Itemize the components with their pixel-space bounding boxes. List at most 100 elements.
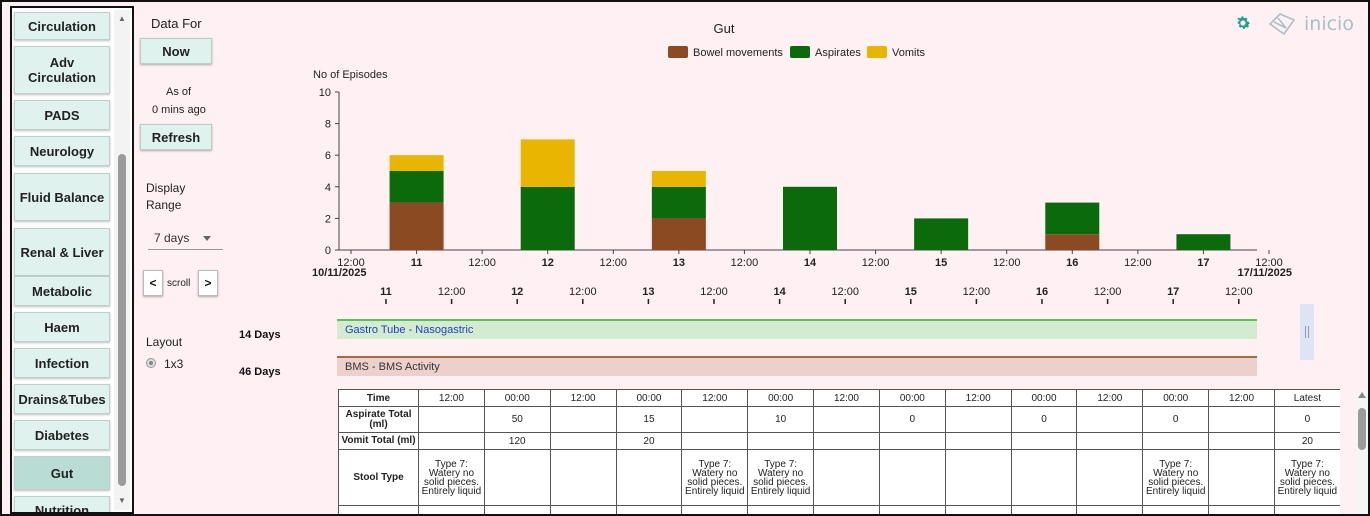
table-cell: [944, 406, 1012, 433]
sidebar-item[interactable]: Diabetes: [14, 420, 110, 450]
legend-label: Bowel movements: [693, 47, 783, 59]
scroll-left-button[interactable]: <: [143, 270, 163, 296]
sidebar-item[interactable]: Fluid Balance: [14, 173, 110, 221]
table-cell: [878, 505, 946, 514]
sidebar-item[interactable]: Drains&Tubes: [14, 384, 110, 414]
table-cell: [681, 505, 749, 514]
now-button[interactable]: Now: [140, 38, 212, 64]
timeline-tick-label: 12:00: [1094, 286, 1122, 298]
x-tick-label: 12:00: [731, 257, 759, 269]
table-scrollbar[interactable]: [1356, 390, 1368, 514]
table-cell: Type 7: Watery no solid pieces. Entirely…: [681, 449, 749, 506]
table-cell: 0: [1010, 406, 1078, 433]
column-header: 12:00: [681, 389, 749, 407]
legend-label: Aspirates: [815, 47, 861, 59]
table-cell: [813, 432, 880, 450]
bar-aspirates: [389, 171, 444, 203]
column-header: 00:00: [1010, 389, 1078, 407]
table-cell: [483, 449, 551, 506]
column-header: 00:00: [878, 389, 946, 407]
lane-gastro-tube[interactable]: Gastro Tube - Nasogastric: [337, 319, 1257, 339]
timeline-tick-label: 14: [773, 286, 786, 298]
table-cell: Type 7: Watery no solid pieces. Entirely…: [1142, 449, 1210, 506]
bar-vomits: [389, 155, 444, 171]
chart-title: Gut: [714, 21, 735, 36]
bar-aspirates: [914, 218, 969, 250]
table-cell: Type 7: Watery no solid pieces. Entirely…: [418, 449, 485, 506]
table-cell: [1076, 505, 1144, 514]
table-cell: 20: [615, 432, 683, 450]
sidebar-item-label: Adv Circulation: [28, 55, 96, 85]
x-tick-label: 12:00: [1124, 257, 1152, 269]
y-tick-label: 8: [325, 119, 331, 131]
legend-swatch: [867, 46, 887, 58]
bar-bowel-movements: [1045, 234, 1100, 250]
table-row: Vomit Total (ml) 120 20 20: [338, 432, 1340, 450]
row-label: Stool Type: [338, 449, 419, 506]
bar-aspirates: [1045, 202, 1100, 235]
lane-days-bms: 46 Days: [239, 366, 281, 378]
lane-bms-activity[interactable]: BMS - BMS Activity: [337, 356, 1257, 376]
sidebar-item[interactable]: Neurology: [14, 136, 110, 166]
table-cell: 0: [878, 406, 946, 433]
as-of-label: As of: [166, 86, 192, 98]
scroll-right-button[interactable]: >: [198, 270, 218, 296]
scroll-up-arrow-icon[interactable]: [1358, 392, 1366, 398]
sidebar-item[interactable]: Nutrition: [14, 496, 110, 512]
table-cell: 15: [615, 406, 683, 433]
table-scroll-thumb[interactable]: [1358, 408, 1366, 450]
gut-chart: Gut No of Episodes Bowel movements Aspirate…: [312, 21, 1292, 304]
logo-text: inicio: [1304, 13, 1354, 35]
timeline-tick-label: 12:00: [963, 286, 991, 298]
sidebar-item[interactable]: Adv Circulation: [14, 46, 110, 94]
y-tick-label: 2: [325, 213, 331, 225]
sidebar-item[interactable]: Circulation: [14, 12, 110, 40]
x-tick-label: 12:00: [600, 257, 628, 269]
sidebar-scrollbar[interactable]: ▲ ▼: [114, 10, 130, 510]
x-tick-label: 14: [804, 257, 817, 269]
sidebar-item[interactable]: Renal & Liver: [14, 228, 110, 276]
as-of-value: 0 mins ago: [152, 104, 206, 116]
sidebar-item[interactable]: Haem: [14, 312, 110, 342]
row-label: Aspirate Total (ml): [338, 406, 419, 433]
table-row: [338, 505, 1340, 514]
scroll-down-arrow-icon[interactable]: ▼: [118, 496, 126, 505]
sidebar-item[interactable]: Metabolic: [14, 276, 110, 306]
scroll-label: scroll: [167, 278, 191, 289]
table-cell: [1208, 432, 1275, 450]
column-header: 12:00: [1076, 389, 1144, 407]
x-tick-label: 11: [411, 257, 423, 269]
y-tick-label: 4: [325, 182, 331, 194]
lane-gastro-label: Gastro Tube - Nasogastric: [345, 324, 474, 336]
table-row: Aspirate Total (ml) 50 15 10 0 0 0 0: [338, 406, 1340, 433]
sidebar-item-label: Haem: [44, 319, 80, 335]
table-cell: [418, 432, 485, 450]
sidebar-item-label: Drains&Tubes: [18, 391, 106, 407]
scroll-up-arrow-icon[interactable]: ▲: [118, 14, 126, 23]
table-cell: 0: [1273, 406, 1340, 433]
table-cell: [1076, 449, 1144, 506]
refresh-button[interactable]: Refresh: [140, 124, 212, 150]
y-tick-label: 10: [319, 87, 331, 99]
layout-label: Layout: [146, 335, 183, 349]
sidebar-item[interactable]: Gut: [14, 456, 110, 490]
gear-icon[interactable]: [1234, 14, 1252, 32]
column-header: 12:00: [418, 389, 485, 407]
timeline-tick-label: 12:00: [1225, 286, 1253, 298]
table-cell: Type 7: Watery no solid pieces. Entirely…: [1273, 449, 1340, 506]
table-cell: [1208, 449, 1275, 506]
sidebar-item[interactable]: Infection: [14, 348, 110, 378]
sidebar-item[interactable]: PADS: [14, 100, 110, 130]
column-header: Latest: [1273, 389, 1340, 407]
table-cell: [1010, 432, 1078, 450]
table-cell: [615, 505, 683, 514]
bar-bowel-movements: [651, 218, 706, 250]
drag-handle-icon[interactable]: [1300, 304, 1314, 360]
legend-swatch: [668, 46, 688, 58]
table-cell: [1076, 406, 1144, 433]
display-range-select[interactable]: 7 days: [148, 228, 223, 250]
x-tick-label: 12:00: [468, 257, 496, 269]
sidebar-item-label: Gut: [50, 465, 74, 481]
sidebar-scroll-thumb[interactable]: [118, 154, 126, 486]
layout-radio-button[interactable]: [146, 358, 156, 368]
